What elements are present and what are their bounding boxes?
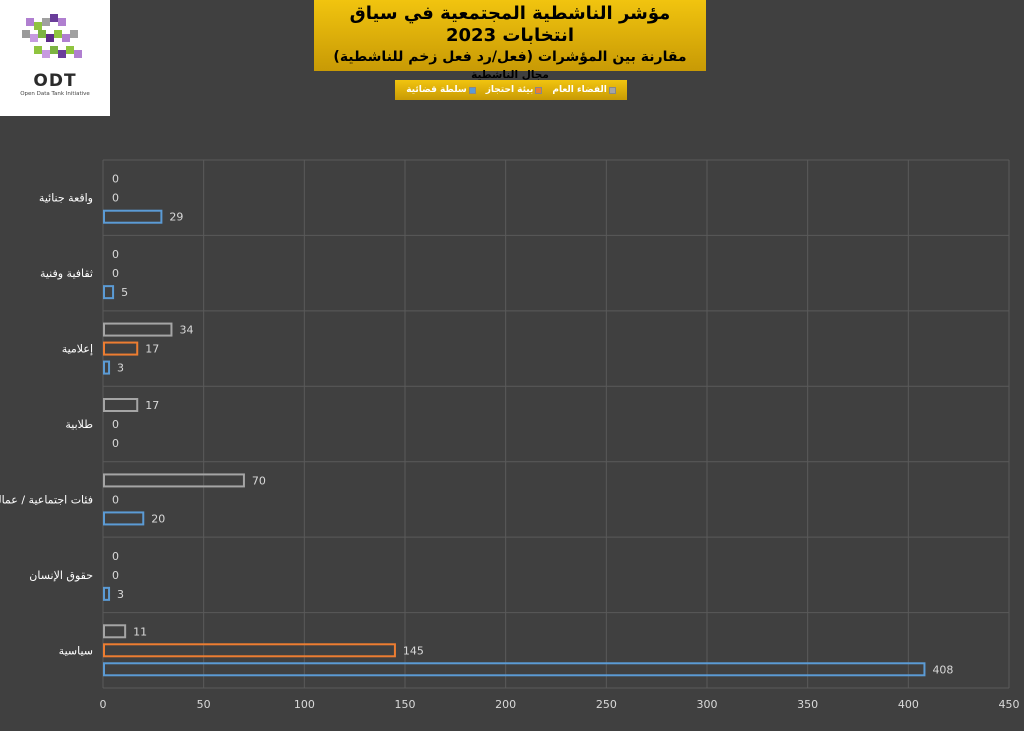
data-label: 0: [112, 493, 119, 506]
x-tick-label: 200: [495, 698, 516, 711]
title-banner: مؤشر الناشطية المجتمعية في سياق انتخابات…: [314, 0, 706, 81]
data-label: 0: [112, 418, 119, 431]
data-label: 34: [179, 324, 193, 337]
bar: [103, 624, 127, 639]
x-tick-label: 350: [797, 698, 818, 711]
legend: سلطة قضائية بيئة احتجاز الفضاء العام: [395, 80, 627, 100]
x-tick-label: 400: [898, 698, 919, 711]
data-label: 20: [151, 512, 165, 525]
x-tick-label: 50: [197, 698, 211, 711]
data-label: 0: [112, 173, 119, 186]
legend-swatch-detention: [535, 86, 543, 94]
bar: [103, 643, 396, 658]
data-label: 70: [252, 474, 266, 487]
bar: [103, 473, 245, 488]
bar: [103, 360, 111, 375]
legend-label-detention: بيئة احتجاز: [485, 85, 534, 95]
category-label: واقعة جنائية: [39, 192, 93, 205]
logo-name: ODT: [33, 71, 77, 91]
data-label: 17: [145, 399, 159, 412]
category-label: ثقافية وفنية: [40, 267, 93, 280]
legend-swatch-public-space: [608, 86, 616, 94]
category-label: طلابية: [65, 418, 93, 431]
legend-swatch-judicial: [468, 86, 476, 94]
bar: [103, 209, 163, 224]
x-tick-label: 100: [294, 698, 315, 711]
legend-label-public-space: الفضاء العام: [552, 85, 607, 95]
category-label: إعلامية: [62, 343, 93, 356]
data-label: 11: [133, 625, 147, 638]
data-label: 0: [112, 437, 119, 450]
x-tick-label: 300: [697, 698, 718, 711]
bar: [103, 586, 111, 601]
x-tick-label: 150: [395, 698, 416, 711]
data-label: 5: [121, 286, 128, 299]
x-tick-label: 250: [596, 698, 617, 711]
legend-item-public-space: الفضاء العام: [552, 85, 616, 95]
bar: [103, 341, 139, 356]
logo-tagline: Open Data Tank Initiative: [20, 91, 90, 97]
data-label: 0: [112, 248, 119, 261]
legend-label-judicial: سلطة قضائية: [406, 85, 467, 95]
data-label: 0: [112, 569, 119, 582]
category-label: مجال الناشطية: [471, 69, 549, 81]
data-label: 3: [117, 362, 124, 375]
bar: [103, 285, 115, 300]
x-tick-label: 450: [999, 698, 1020, 711]
data-label: 3: [117, 588, 124, 601]
logo-mark-icon: [22, 14, 82, 58]
data-label: 145: [403, 644, 424, 657]
bar: [103, 398, 139, 412]
data-label: 0: [112, 550, 119, 563]
data-label: 0: [112, 192, 119, 205]
chart-title: مؤشر الناشطية المجتمعية في سياق انتخابات…: [349, 3, 671, 46]
bar: [103, 511, 145, 526]
logo: ODT Open Data Tank Initiative: [0, 0, 110, 116]
chart-subtitle: مقارنة بين المؤشرات (فعل/رد فعل زخم للنا…: [333, 49, 687, 65]
category-label: حقوق الإنسان: [29, 569, 93, 582]
legend-item-detention: بيئة احتجاز: [486, 85, 543, 95]
data-label: 17: [145, 343, 159, 356]
x-tick-label: 0: [100, 698, 107, 711]
category-label: سياسية: [59, 644, 93, 657]
legend-item-judicial: سلطة قضائية: [406, 85, 476, 95]
data-label: 29: [169, 211, 183, 224]
data-label: 0: [112, 267, 119, 280]
bar: [103, 322, 173, 337]
bar: [103, 662, 926, 677]
category-label: فئات اجتماعية / عمالية: [0, 493, 93, 506]
data-label: 408: [932, 663, 953, 676]
